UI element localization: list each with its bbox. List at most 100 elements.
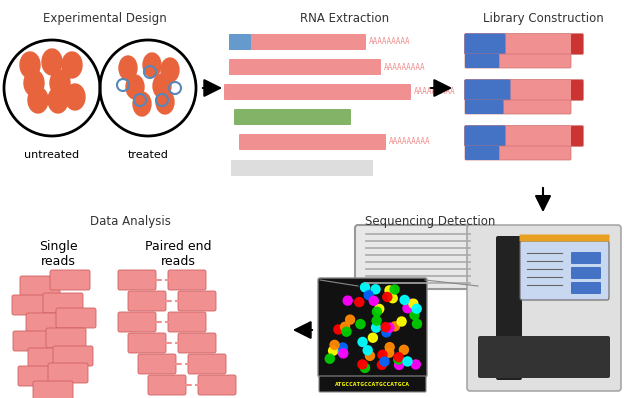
Circle shape	[366, 351, 374, 360]
FancyBboxPatch shape	[128, 291, 166, 311]
FancyBboxPatch shape	[229, 59, 381, 75]
Text: ATGCCATGCCATGCCATGCA: ATGCCATGCCATGCCATGCA	[335, 382, 410, 386]
Circle shape	[390, 285, 399, 294]
FancyBboxPatch shape	[465, 54, 499, 68]
Circle shape	[409, 299, 418, 308]
Text: AAAAAAAAA: AAAAAAAAA	[384, 62, 426, 72]
FancyBboxPatch shape	[224, 84, 411, 100]
Text: Data Analysis: Data Analysis	[90, 215, 170, 228]
FancyBboxPatch shape	[496, 236, 522, 380]
FancyBboxPatch shape	[229, 34, 366, 50]
Circle shape	[364, 291, 373, 300]
Text: AAAAAAAAA: AAAAAAAAA	[414, 88, 456, 96]
Circle shape	[394, 361, 404, 369]
FancyBboxPatch shape	[178, 291, 216, 311]
Circle shape	[380, 357, 389, 366]
FancyBboxPatch shape	[465, 100, 571, 114]
Ellipse shape	[42, 49, 62, 75]
FancyBboxPatch shape	[118, 312, 156, 332]
Ellipse shape	[65, 84, 85, 110]
Ellipse shape	[62, 52, 82, 78]
Text: Library Construction: Library Construction	[482, 12, 603, 25]
FancyBboxPatch shape	[318, 278, 427, 377]
FancyBboxPatch shape	[464, 33, 583, 55]
Circle shape	[384, 348, 394, 357]
FancyBboxPatch shape	[478, 336, 610, 378]
FancyBboxPatch shape	[464, 125, 505, 146]
Circle shape	[369, 296, 378, 305]
Text: Experimental Design: Experimental Design	[43, 12, 167, 25]
Circle shape	[363, 346, 372, 355]
FancyBboxPatch shape	[229, 34, 251, 50]
FancyBboxPatch shape	[50, 270, 90, 290]
FancyBboxPatch shape	[48, 363, 88, 383]
Circle shape	[329, 346, 338, 355]
Circle shape	[372, 316, 381, 325]
FancyBboxPatch shape	[520, 241, 609, 300]
Circle shape	[381, 323, 390, 332]
FancyBboxPatch shape	[464, 125, 583, 146]
Circle shape	[342, 327, 351, 336]
Text: untreated: untreated	[24, 150, 80, 160]
FancyBboxPatch shape	[12, 295, 52, 315]
FancyBboxPatch shape	[571, 80, 583, 100]
Text: AAAAAAAAA: AAAAAAAAA	[389, 137, 431, 146]
FancyBboxPatch shape	[465, 146, 499, 160]
Ellipse shape	[156, 90, 174, 114]
Circle shape	[406, 299, 415, 308]
FancyBboxPatch shape	[465, 146, 571, 160]
Circle shape	[403, 304, 412, 313]
Circle shape	[330, 340, 339, 349]
Ellipse shape	[24, 70, 44, 96]
Circle shape	[371, 323, 381, 332]
Circle shape	[378, 350, 387, 359]
Circle shape	[375, 304, 384, 313]
FancyBboxPatch shape	[18, 366, 58, 386]
Circle shape	[338, 347, 347, 356]
FancyBboxPatch shape	[168, 270, 206, 290]
Circle shape	[399, 345, 409, 354]
Circle shape	[361, 363, 369, 373]
Circle shape	[382, 328, 391, 337]
Ellipse shape	[133, 92, 151, 116]
FancyBboxPatch shape	[239, 134, 386, 150]
Circle shape	[355, 298, 364, 306]
FancyBboxPatch shape	[20, 276, 60, 296]
Ellipse shape	[161, 58, 179, 82]
Circle shape	[411, 360, 420, 369]
Ellipse shape	[28, 87, 48, 113]
Circle shape	[403, 357, 412, 366]
Circle shape	[385, 323, 394, 332]
Ellipse shape	[119, 56, 137, 80]
Ellipse shape	[50, 70, 70, 96]
FancyBboxPatch shape	[571, 267, 601, 279]
Circle shape	[341, 322, 349, 331]
Circle shape	[346, 315, 354, 324]
Circle shape	[334, 325, 343, 334]
FancyBboxPatch shape	[188, 354, 226, 374]
Ellipse shape	[48, 87, 68, 113]
FancyBboxPatch shape	[128, 333, 166, 353]
Circle shape	[378, 360, 386, 369]
Ellipse shape	[126, 75, 144, 99]
FancyBboxPatch shape	[33, 381, 73, 398]
Circle shape	[394, 353, 403, 362]
FancyBboxPatch shape	[571, 126, 583, 146]
FancyBboxPatch shape	[319, 376, 426, 392]
FancyBboxPatch shape	[355, 225, 481, 289]
Circle shape	[373, 307, 381, 316]
Circle shape	[408, 303, 417, 312]
Circle shape	[338, 343, 348, 352]
FancyBboxPatch shape	[13, 331, 53, 351]
FancyBboxPatch shape	[26, 313, 66, 333]
FancyBboxPatch shape	[464, 80, 583, 101]
FancyBboxPatch shape	[520, 234, 610, 242]
Circle shape	[358, 338, 367, 347]
Circle shape	[412, 319, 421, 328]
Circle shape	[356, 320, 365, 329]
Circle shape	[383, 293, 392, 302]
FancyBboxPatch shape	[231, 160, 373, 176]
Circle shape	[339, 349, 348, 358]
FancyBboxPatch shape	[464, 33, 505, 55]
Text: Single
reads: Single reads	[39, 240, 77, 268]
